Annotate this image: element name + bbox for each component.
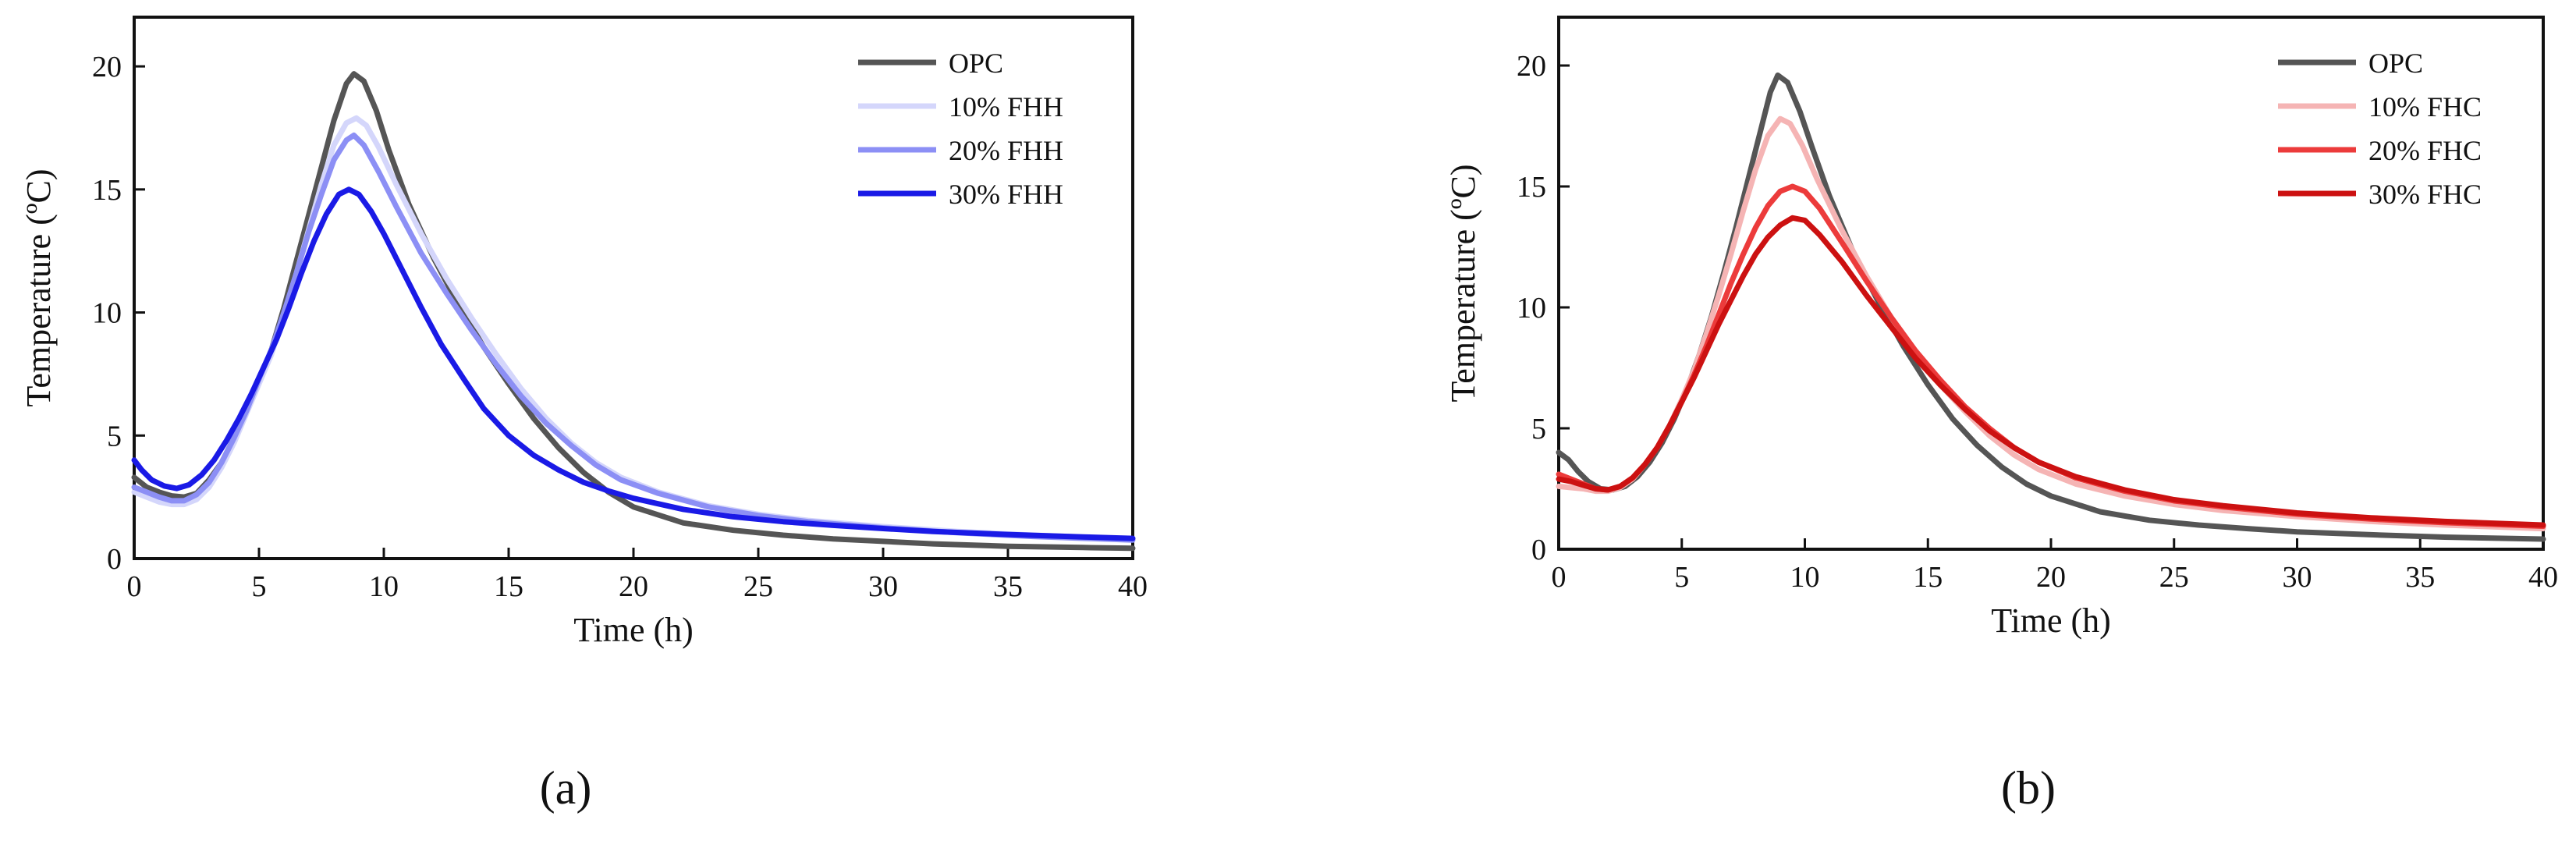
legend-label: 20% FHH [949, 135, 1063, 166]
y-tick-label: 0 [1531, 534, 1546, 566]
y-tick-label: 10 [1517, 292, 1546, 325]
x-tick-label: 25 [743, 570, 773, 603]
y-tick-label: 20 [1517, 50, 1546, 83]
legend-label: 30% FHC [2368, 179, 2482, 210]
y-tick-label: 5 [1531, 413, 1546, 445]
x-tick-label: 5 [1674, 561, 1689, 594]
panel-label: (b) [2001, 762, 2056, 814]
panel-label: (a) [540, 762, 592, 814]
y-axis-label: Temperature (ºC) [1444, 165, 1482, 403]
y-tick-label: 20 [92, 51, 122, 83]
x-tick-label: 15 [1913, 561, 1943, 594]
x-tick-label: 40 [1118, 570, 1148, 603]
legend-label: OPC [949, 48, 1003, 79]
legend-label: 20% FHC [2368, 135, 2482, 166]
x-tick-label: 20 [2036, 561, 2066, 594]
y-tick-label: 5 [107, 420, 122, 452]
x-tick-label: 40 [2528, 561, 2558, 594]
x-tick-label: 5 [252, 570, 267, 603]
x-tick-label: 35 [993, 570, 1023, 603]
y-tick-label: 15 [1517, 171, 1546, 204]
series-line-30-fhh [131, 186, 1136, 541]
x-axis-label: Time (h) [1991, 601, 2111, 640]
panel-a: 0 5 10 15 20 25 30 35 40 0 5 10 15 20 Time (h) Temperat… [20, 16, 1148, 814]
panel-b: 0 5 10 15 20 25 30 35 40 0 5 10 15 20 Time (h) Temperat… [1444, 16, 2558, 814]
x-tick-label: 35 [2405, 561, 2435, 594]
legend-label: 10% FHH [949, 91, 1063, 122]
legend-label: 10% FHC [2368, 91, 2482, 122]
x-tick-label: 10 [1790, 561, 1820, 594]
y-tick-label: 15 [92, 174, 122, 207]
x-tick-label: 0 [1552, 561, 1567, 594]
x-tick-label: 25 [2159, 561, 2189, 594]
y-axis-label: Temperature (ºC) [20, 169, 58, 407]
series-line-20-fhh [131, 132, 1136, 543]
x-tick-label: 30 [2283, 561, 2312, 594]
x-tick-label: 15 [494, 570, 523, 603]
legend-label: 30% FHH [949, 179, 1063, 210]
x-tick-label: 30 [868, 570, 898, 603]
x-tick-label: 0 [127, 570, 142, 603]
x-tick-label: 10 [369, 570, 399, 603]
x-tick-label: 20 [619, 570, 648, 603]
x-axis-label: Time (h) [573, 611, 694, 649]
legend-label: OPC [2368, 48, 2423, 79]
y-tick-label: 10 [92, 297, 122, 330]
y-tick-label: 0 [107, 543, 122, 576]
series-line-30-fhc [1556, 215, 2546, 528]
